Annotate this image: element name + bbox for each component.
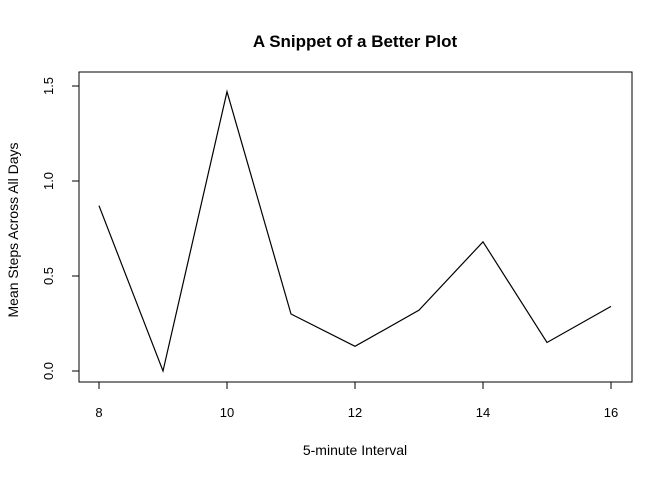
y-tick-label: 0.5 [41, 267, 56, 285]
y-axis: 0.0 0.5 1.0 1.5 [41, 77, 80, 380]
x-axis-label: 5-minute Interval [303, 442, 407, 458]
plot-frame [78, 71, 633, 383]
y-tick-label: 1.0 [41, 172, 56, 190]
y-tick-label: 1.5 [41, 77, 56, 95]
chart-title: A Snippet of a Better Plot [253, 32, 458, 51]
series-line [98, 89, 612, 374]
y-axis-label: Mean Steps Across All Days [5, 142, 21, 317]
x-tick-label: 14 [476, 405, 490, 420]
x-tick-label: 16 [604, 405, 618, 420]
x-tick-label: 8 [95, 405, 102, 420]
series-layer [98, 89, 612, 374]
x-tick-label: 12 [348, 405, 362, 420]
x-axis: 8 10 12 14 16 [95, 381, 618, 420]
y-tick-label: 0.0 [41, 362, 56, 380]
x-tick-label: 10 [220, 405, 234, 420]
